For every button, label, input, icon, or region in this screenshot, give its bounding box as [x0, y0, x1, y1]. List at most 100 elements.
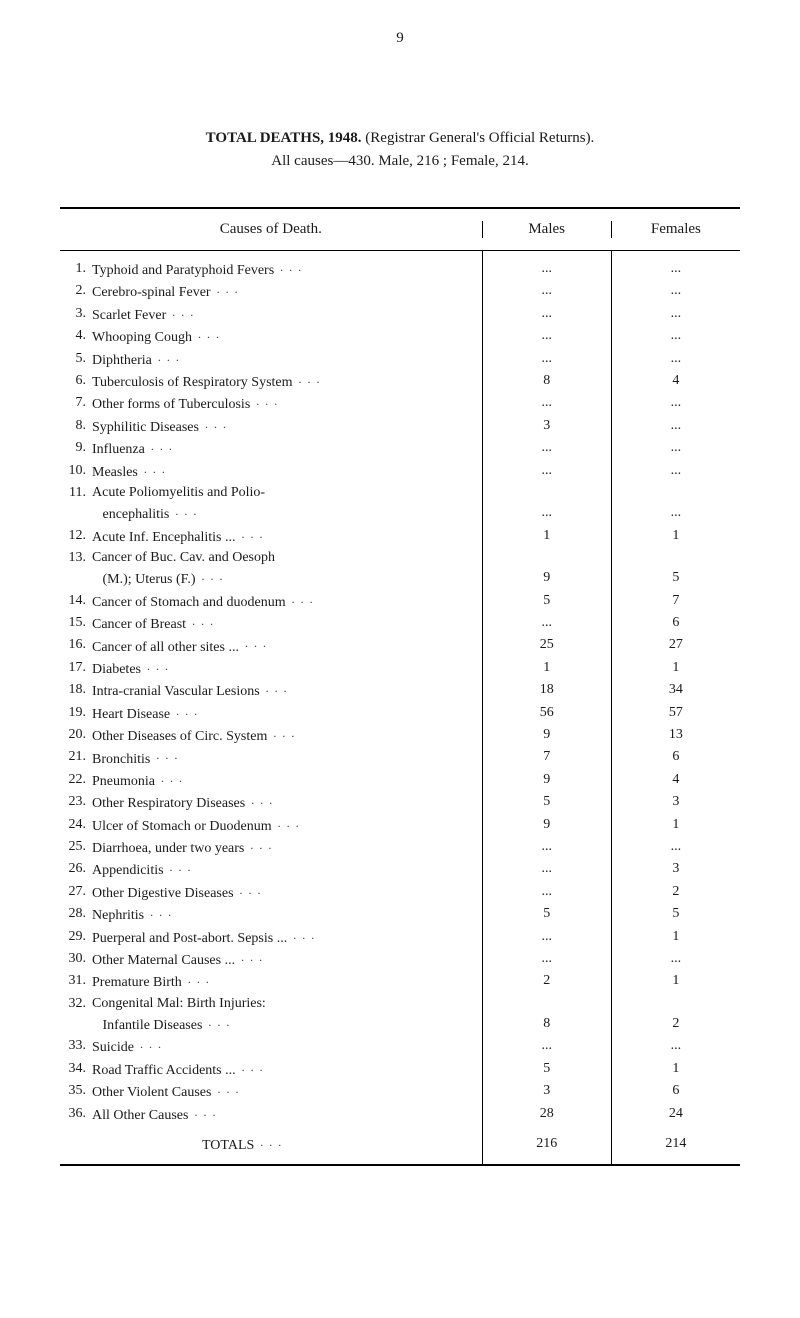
cell-females: 57	[611, 703, 740, 725]
cell-males: ...	[482, 503, 611, 525]
cell-males: 56	[482, 703, 611, 725]
cell-females: 34	[611, 680, 740, 702]
row-label: Acute Poliomyelitis and Polio-	[92, 483, 265, 503]
row-label: Cancer of Buc. Cav. and Oesoph	[92, 548, 275, 568]
cell-males: ...	[482, 837, 611, 859]
leader-dots: ...	[147, 658, 472, 676]
table-row: 21.Bronchitis...76	[60, 747, 740, 769]
leader-dots: ...	[156, 747, 471, 765]
row-number: 22.	[60, 770, 92, 792]
row-number: 34.	[60, 1059, 92, 1081]
table-row: 4.Whooping Cough.........	[60, 326, 740, 348]
row-number: 12.	[60, 526, 92, 548]
table-row: 18.Intra-cranial Vascular Lesions...1834	[60, 680, 740, 702]
leader-dots: ...	[170, 859, 472, 877]
leader-dots: ...	[158, 349, 472, 367]
cell-females: 1	[611, 927, 740, 949]
leader-dots: ...	[241, 949, 472, 967]
row-number: 10.	[60, 461, 92, 483]
table-row: 17.Diabetes...11	[60, 658, 740, 680]
cell-females: 4	[611, 770, 740, 792]
cell-females: 1	[611, 815, 740, 837]
table-row: 22.Pneumonia...94	[60, 770, 740, 792]
cell-males: 5	[482, 591, 611, 613]
cell-males: ...	[482, 438, 611, 460]
row-number: 6.	[60, 371, 92, 393]
cell-females: ...	[611, 1036, 740, 1058]
cell-males: ...	[482, 927, 611, 949]
cell-females: 13	[611, 725, 740, 747]
cell-females: 5	[611, 904, 740, 926]
row-number: 24.	[60, 815, 92, 837]
row-number: 32.	[60, 994, 92, 1014]
cell-females	[611, 483, 740, 503]
row-label: Ulcer of Stomach or Duodenum	[92, 817, 272, 837]
cell-females: ...	[611, 503, 740, 525]
table-row: 30.Other Maternal Causes ............	[60, 949, 740, 971]
table-row: 29.Puerperal and Post-abort. Sepsis ....…	[60, 927, 740, 949]
leader-dots: ...	[240, 882, 472, 900]
cell-females: 2	[611, 1014, 740, 1036]
row-label: Diarrhoea, under two years	[92, 839, 244, 859]
leader-dots: ...	[217, 1081, 471, 1099]
row-label: Other forms of Tuberculosis	[92, 395, 250, 415]
row-label: Scarlet Fever	[92, 306, 166, 326]
row-label: Influenza	[92, 440, 145, 460]
table-row: 16.Cancer of all other sites ......2527	[60, 635, 740, 657]
leader-dots: ...	[150, 904, 471, 922]
row-number: 9.	[60, 438, 92, 460]
table-row: 27.Other Digestive Diseases......2	[60, 882, 740, 904]
cell-males: 18	[482, 680, 611, 702]
table-row: 9.Influenza.........	[60, 438, 740, 460]
row-number: 15.	[60, 613, 92, 635]
table-row: 25.Diarrhoea, under two years.........	[60, 837, 740, 859]
cell-females: 27	[611, 635, 740, 657]
row-label: Cancer of all other sites ...	[92, 638, 239, 658]
leader-dots: ...	[250, 837, 471, 855]
cell-males: 3	[482, 1081, 611, 1103]
leader-dots: ...	[245, 635, 472, 653]
leader-dots: ...	[273, 725, 471, 743]
cell-females: 1	[611, 971, 740, 993]
cell-females: 1	[611, 658, 740, 680]
leader-dots: ...	[292, 591, 472, 609]
table-row: 32.Congenital Mal: Birth Injuries:	[60, 994, 740, 1014]
row-label: Syphilitic Diseases	[92, 418, 199, 438]
row-number: 30.	[60, 949, 92, 971]
cell-females: 4	[611, 371, 740, 393]
cell-males: ...	[482, 304, 611, 326]
cell-females: ...	[611, 304, 740, 326]
table-row: 3.Scarlet Fever.........	[60, 304, 740, 326]
row-label: Other Diseases of Circ. System	[92, 727, 267, 747]
title-block: TOTAL DEATHS, 1948. (Registrar General's…	[60, 127, 740, 172]
header-cause: Causes of Death.	[60, 221, 482, 238]
row-label: Acute Inf. Encephalitis ...	[92, 528, 235, 548]
leader-dots: ...	[140, 1036, 472, 1054]
table-row: 14.Cancer of Stomach and duodenum...57	[60, 591, 740, 613]
totals-label: TOTALS	[202, 1136, 254, 1156]
row-number: 28.	[60, 904, 92, 926]
leader-dots: ...	[201, 568, 471, 586]
row-label: Measles	[92, 463, 138, 483]
table-row: 34.Road Traffic Accidents ......51	[60, 1059, 740, 1081]
row-label: Pneumonia	[92, 772, 155, 792]
table-row: (M.); Uterus (F.)...95	[60, 568, 740, 590]
cell-males: ...	[482, 859, 611, 881]
cell-males: 25	[482, 635, 611, 657]
cell-males: ...	[482, 393, 611, 415]
table-row: 8.Syphilitic Diseases...3...	[60, 416, 740, 438]
cell-females: 5	[611, 568, 740, 590]
leader-dots: ...	[299, 371, 472, 389]
table-header-row: Causes of Death. Males Females	[60, 209, 740, 251]
row-number: 2.	[60, 281, 92, 303]
row-number: 4.	[60, 326, 92, 348]
cell-males: 3	[482, 416, 611, 438]
row-label: Cerebro-spinal Fever	[92, 283, 211, 303]
row-label: Diphtheria	[92, 351, 152, 371]
row-number: 8.	[60, 416, 92, 438]
leader-dots: ...	[266, 680, 472, 698]
leader-dots: ...	[208, 1014, 471, 1032]
cell-females: ...	[611, 259, 740, 281]
row-label: Typhoid and Paratyphoid Fevers	[92, 261, 274, 281]
cell-males: ...	[482, 349, 611, 371]
